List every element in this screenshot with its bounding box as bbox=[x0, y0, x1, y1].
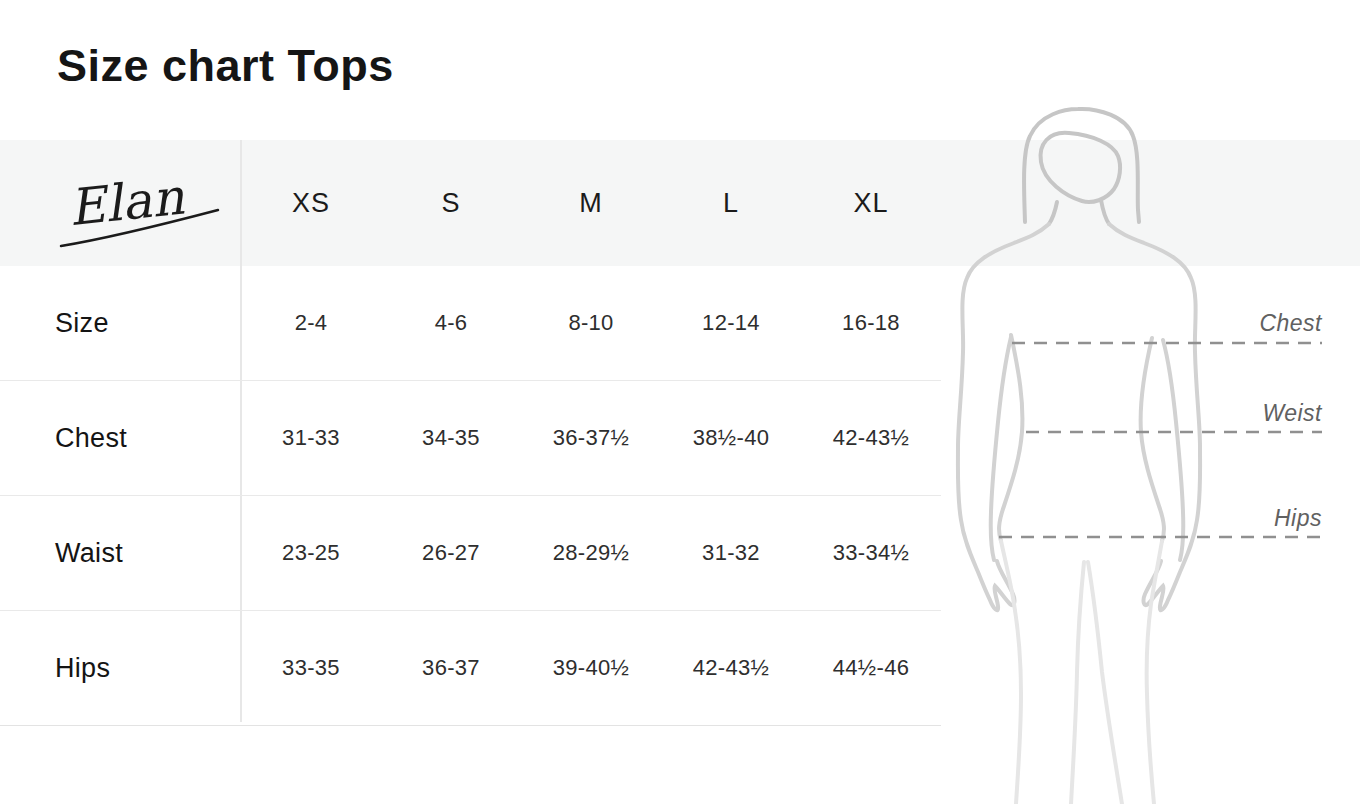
chest-value-cell: 36-37½ bbox=[521, 425, 661, 451]
figure-torso-arms bbox=[958, 224, 1200, 610]
table-row-chest: Chest 31-33 34-35 36-37½ 38½-40 42-43½ bbox=[0, 381, 941, 496]
waist-value-cell: 31-32 bbox=[661, 540, 801, 566]
table-row-waist: Waist 23-25 26-27 28-29½ 31-32 33-34½ bbox=[0, 496, 941, 611]
column-header-s: S bbox=[381, 188, 521, 219]
brand-logo-text: Elan bbox=[66, 167, 188, 237]
chest-value-cell: 42-43½ bbox=[801, 425, 941, 451]
column-header-xl: XL bbox=[801, 188, 941, 219]
table-row-hips: Hips 33-35 36-37 39-40½ 42-43½ 44½-46 bbox=[0, 611, 941, 726]
weist-measure-label: Weist bbox=[1262, 400, 1322, 427]
hips-value-cell: 36-37 bbox=[381, 655, 521, 681]
waist-value-cell: 26-27 bbox=[381, 540, 521, 566]
size-value-cell: 4-6 bbox=[381, 310, 521, 336]
chest-value-cell: 34-35 bbox=[381, 425, 521, 451]
waist-value-cell: 28-29½ bbox=[521, 540, 661, 566]
table-row-size: Size 2-4 4-6 8-10 12-14 16-18 bbox=[0, 266, 941, 381]
chest-measure-label: Chest bbox=[1259, 310, 1322, 337]
hips-measure-label: Hips bbox=[1274, 505, 1322, 532]
brand-logo-icon: Elan bbox=[55, 156, 225, 251]
chest-value-cell: 38½-40 bbox=[661, 425, 801, 451]
hips-value-cell: 33-35 bbox=[241, 655, 381, 681]
woman-outline-icon bbox=[930, 100, 1360, 804]
row-label: Size bbox=[0, 308, 241, 339]
row-label: Hips bbox=[0, 653, 241, 684]
size-chart-page: Size chart Tops Chest Weist bbox=[0, 0, 1360, 804]
size-value-cell: 16-18 bbox=[801, 310, 941, 336]
table-header-row: Elan XS S M L XL bbox=[0, 140, 941, 266]
hips-value-cell: 42-43½ bbox=[661, 655, 801, 681]
page-title: Size chart Tops bbox=[57, 40, 394, 92]
size-value-cell: 12-14 bbox=[661, 310, 801, 336]
size-value-cell: 2-4 bbox=[241, 310, 381, 336]
figure-head bbox=[1024, 109, 1139, 224]
row-label: Waist bbox=[0, 538, 241, 569]
chest-value-cell: 31-33 bbox=[241, 425, 381, 451]
column-header-l: L bbox=[661, 188, 801, 219]
column-header-xs: XS bbox=[241, 188, 381, 219]
figure-legs bbox=[1001, 541, 1162, 804]
row-label: Chest bbox=[0, 423, 241, 454]
waist-value-cell: 23-25 bbox=[241, 540, 381, 566]
column-header-m: M bbox=[521, 188, 661, 219]
brand-logo: Elan bbox=[0, 156, 241, 251]
size-value-cell: 8-10 bbox=[521, 310, 661, 336]
hips-value-cell: 39-40½ bbox=[521, 655, 661, 681]
hips-value-cell: 44½-46 bbox=[801, 655, 941, 681]
size-table: Elan XS S M L XL Size 2-4 4-6 8-10 12-14… bbox=[0, 140, 941, 726]
waist-value-cell: 33-34½ bbox=[801, 540, 941, 566]
